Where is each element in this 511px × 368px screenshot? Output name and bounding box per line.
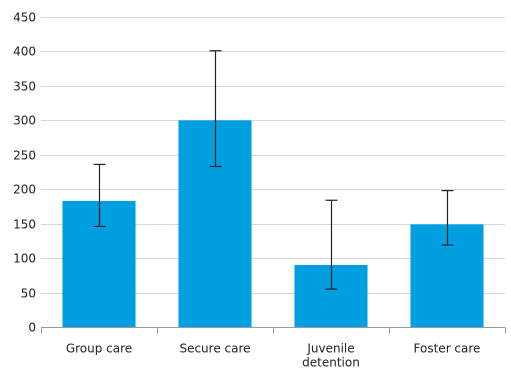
bars [62, 120, 484, 327]
y-axis-ticks: 0 50 100 150 200 250 300 350 400 450 [13, 11, 36, 335]
x-axis-labels: Group care Secure care Juvenile detention Fo… [66, 342, 481, 368]
y-tick-label: 400 [13, 45, 36, 59]
x-category-label: Juvenile detention [302, 342, 360, 368]
y-tick-label: 250 [13, 149, 36, 163]
x-axis [41, 327, 506, 334]
x-category-label: Group care [66, 342, 132, 356]
error-bars [93, 50, 454, 290]
y-tick-label: 200 [13, 183, 36, 197]
y-tick-label: 50 [21, 287, 36, 301]
y-tick-label: 150 [13, 218, 36, 232]
x-category-label: Secure care [179, 342, 250, 356]
y-tick-label: 350 [13, 80, 36, 94]
y-tick-label: 300 [13, 114, 36, 128]
y-tick-label: 0 [28, 321, 36, 335]
y-tick-label: 450 [13, 11, 36, 25]
y-tick-label: 100 [13, 252, 36, 266]
x-category-label: Foster care [414, 342, 481, 356]
